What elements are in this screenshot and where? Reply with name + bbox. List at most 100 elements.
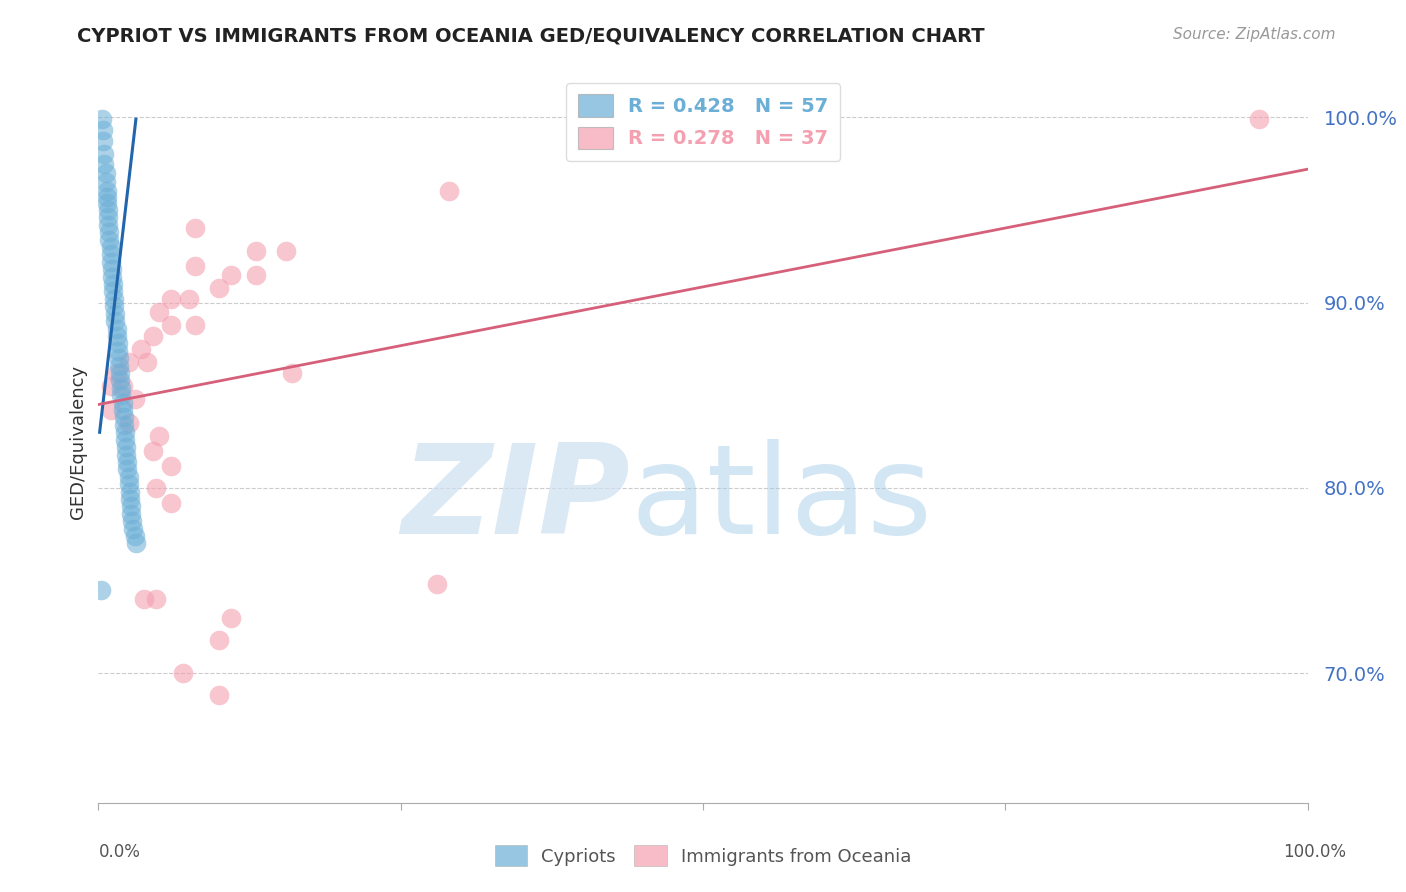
Point: [117, 462, 139, 476]
Point: [96, 195, 118, 210]
Point: [103, 299, 125, 313]
Point: [160, 496, 183, 510]
Point: [112, 417, 135, 432]
Point: [103, 292, 125, 306]
Point: [184, 259, 207, 273]
Point: [281, 366, 304, 380]
Point: [107, 343, 129, 358]
Point: [96, 190, 118, 204]
Point: [104, 314, 127, 328]
Point: [160, 458, 183, 473]
Point: [110, 381, 132, 395]
Point: [115, 440, 138, 454]
Point: [172, 666, 194, 681]
Point: [96, 185, 118, 199]
Point: [98, 225, 121, 239]
Point: [274, 244, 297, 258]
Point: [112, 410, 135, 425]
Y-axis label: GED/Equivalency: GED/Equivalency: [69, 365, 87, 518]
Point: [101, 277, 124, 291]
Point: [105, 366, 128, 380]
Point: [100, 403, 122, 417]
Text: atlas: atlas: [630, 439, 932, 560]
Point: [100, 269, 122, 284]
Text: CYPRIOT VS IMMIGRANTS FROM OCEANIA GED/EQUIVALENCY CORRELATION CHART: CYPRIOT VS IMMIGRANTS FROM OCEANIA GED/E…: [77, 27, 986, 45]
Point: [160, 318, 183, 332]
Point: [1249, 112, 1271, 127]
Point: [221, 610, 243, 624]
Point: [94, 175, 117, 189]
Point: [91, 112, 114, 127]
Point: [105, 321, 128, 335]
Point: [100, 247, 122, 261]
Point: [208, 281, 231, 295]
Point: [437, 185, 460, 199]
Point: [142, 443, 165, 458]
Point: [125, 536, 148, 550]
Point: [208, 632, 231, 647]
Text: 0.0%: 0.0%: [98, 843, 141, 861]
Point: [148, 429, 170, 443]
Point: [100, 379, 122, 393]
Point: [145, 481, 167, 495]
Point: [121, 514, 143, 528]
Point: [148, 305, 170, 319]
Point: [118, 491, 141, 506]
Point: [208, 689, 231, 703]
Point: [179, 292, 201, 306]
Point: [134, 592, 156, 607]
Point: [108, 351, 131, 366]
Point: [108, 366, 131, 380]
Point: [120, 507, 142, 521]
Point: [426, 577, 449, 591]
Point: [118, 469, 141, 483]
Point: [118, 355, 141, 369]
Point: [98, 233, 121, 247]
Point: [108, 373, 131, 387]
Point: [115, 448, 138, 462]
Point: [90, 582, 112, 597]
Point: [100, 240, 122, 254]
Point: [107, 336, 129, 351]
Point: [110, 388, 132, 402]
Point: [245, 244, 267, 258]
Point: [94, 166, 117, 180]
Point: [142, 329, 165, 343]
Point: [100, 255, 122, 269]
Point: [97, 202, 120, 217]
Point: [145, 592, 167, 607]
Point: [160, 292, 183, 306]
Point: [104, 307, 127, 321]
Text: Source: ZipAtlas.com: Source: ZipAtlas.com: [1173, 27, 1336, 42]
Point: [111, 395, 134, 409]
Point: [101, 285, 124, 299]
Point: [117, 455, 139, 469]
Point: [184, 221, 207, 235]
Text: ZIP: ZIP: [402, 439, 630, 560]
Point: [100, 262, 122, 277]
Point: [221, 268, 243, 282]
Point: [105, 329, 128, 343]
Point: [91, 123, 114, 137]
Point: [111, 403, 134, 417]
Point: [108, 359, 131, 373]
Point: [97, 211, 120, 225]
Point: [135, 355, 157, 369]
Point: [93, 147, 115, 161]
Point: [124, 392, 146, 406]
Point: [122, 522, 145, 536]
Text: 100.0%: 100.0%: [1284, 843, 1346, 861]
Point: [118, 484, 141, 499]
Point: [120, 500, 142, 514]
Point: [93, 156, 115, 170]
Point: [118, 477, 141, 491]
Point: [118, 416, 141, 430]
Point: [111, 379, 134, 393]
Point: [184, 318, 207, 332]
Point: [91, 135, 114, 149]
Point: [245, 268, 267, 282]
Point: [124, 529, 146, 543]
Point: [129, 342, 152, 356]
Point: [114, 433, 136, 447]
Point: [97, 218, 120, 232]
